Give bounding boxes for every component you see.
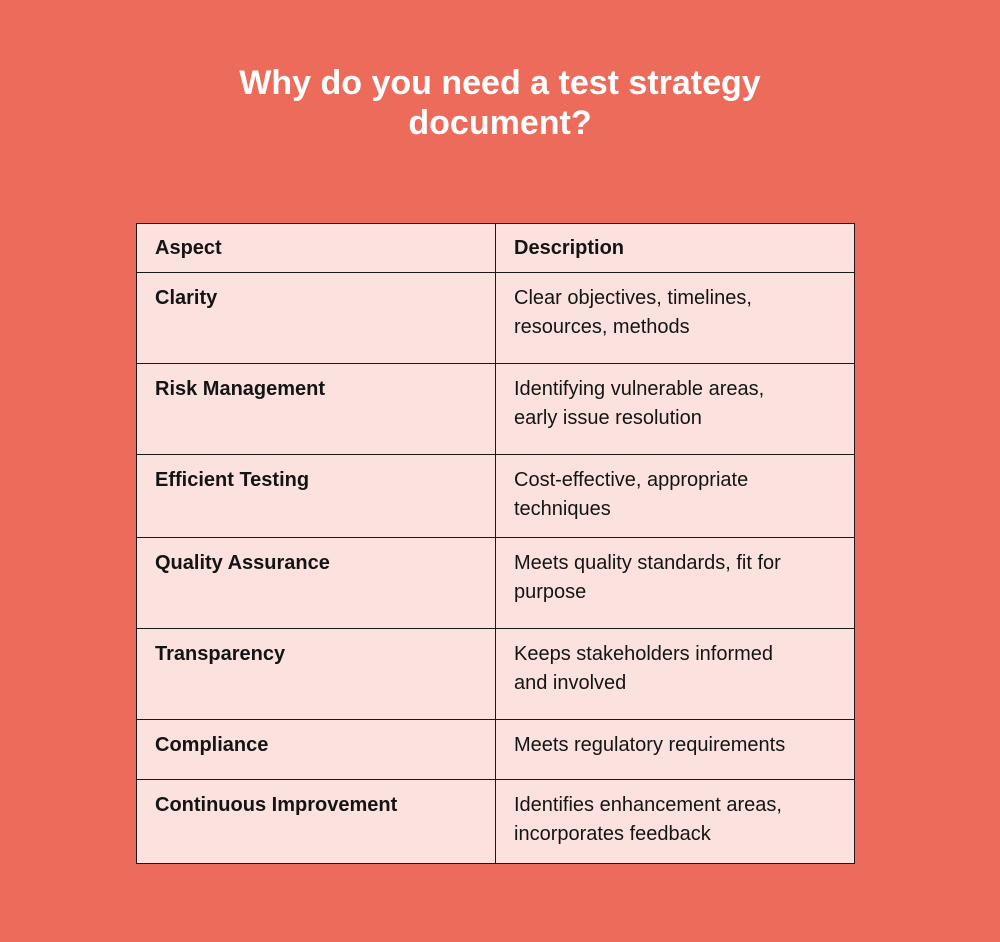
aspect-cell: Transparency xyxy=(136,628,496,720)
description-cell: Identifying vulnerable areas, early issue… xyxy=(495,363,855,455)
description-cell: Meets regulatory requirements xyxy=(495,719,855,780)
title-line-2: document? xyxy=(408,104,592,142)
table-row: Transparency Keeps stakeholders informed… xyxy=(136,628,855,720)
table-row: Continuous Improvement Identifies enhanc… xyxy=(136,779,855,864)
table-row: Risk Management Identifying vulnerable a… xyxy=(136,363,855,455)
description-line: Meets quality standards, fit for xyxy=(514,552,781,574)
description-line: Clear objectives, timelines, xyxy=(514,287,752,309)
description-line: Identifying vulnerable areas, xyxy=(514,378,765,400)
description-line: and involved xyxy=(514,672,627,694)
description-line: purpose xyxy=(514,581,587,603)
title-line-1: Why do you need a test strategy xyxy=(239,64,761,102)
description-line: Identifies enhancement areas, xyxy=(514,794,782,816)
table-row: Efficient Testing Cost-effective, approp… xyxy=(136,454,855,538)
aspect-cell: Efficient Testing xyxy=(136,454,496,538)
header-aspect: Aspect xyxy=(136,223,496,273)
table-row: Quality Assurance Meets quality standard… xyxy=(136,537,855,629)
description-line: resources, methods xyxy=(514,316,690,338)
description-cell: Clear objectives, timelines, resources, m… xyxy=(495,272,855,364)
table-row: Clarity Clear objectives, timelines, reso… xyxy=(136,272,855,364)
description-line: incorporates feedback xyxy=(514,823,711,845)
aspect-table: Aspect Description Clarity Clear objecti… xyxy=(136,223,855,864)
description-line: techniques xyxy=(514,498,611,520)
header-description: Description xyxy=(495,223,855,273)
description-line: Keeps stakeholders informed xyxy=(514,643,774,665)
description-line: early issue resolution xyxy=(514,407,702,429)
description-cell: Identifies enhancement areas, incorporate… xyxy=(495,779,855,864)
aspect-cell: Clarity xyxy=(136,272,496,364)
aspect-cell: Compliance xyxy=(136,719,496,780)
description-cell: Keeps stakeholders informed and involved xyxy=(495,628,855,720)
table-row: Compliance Meets regulatory requirements xyxy=(136,719,855,780)
table-header-row: Aspect Description xyxy=(136,223,855,273)
aspect-cell: Continuous Improvement xyxy=(136,779,496,864)
description-line: Cost-effective, appropriate xyxy=(514,469,749,491)
description-cell: Meets quality standards, fit for purpose xyxy=(495,537,855,629)
description-line: Meets regulatory requirements xyxy=(514,734,786,756)
aspect-cell: Risk Management xyxy=(136,363,496,455)
page-title: Why do you need a test strategy document… xyxy=(0,63,1000,143)
description-cell: Cost-effective, appropriate techniques xyxy=(495,454,855,538)
aspect-cell: Quality Assurance xyxy=(136,537,496,629)
